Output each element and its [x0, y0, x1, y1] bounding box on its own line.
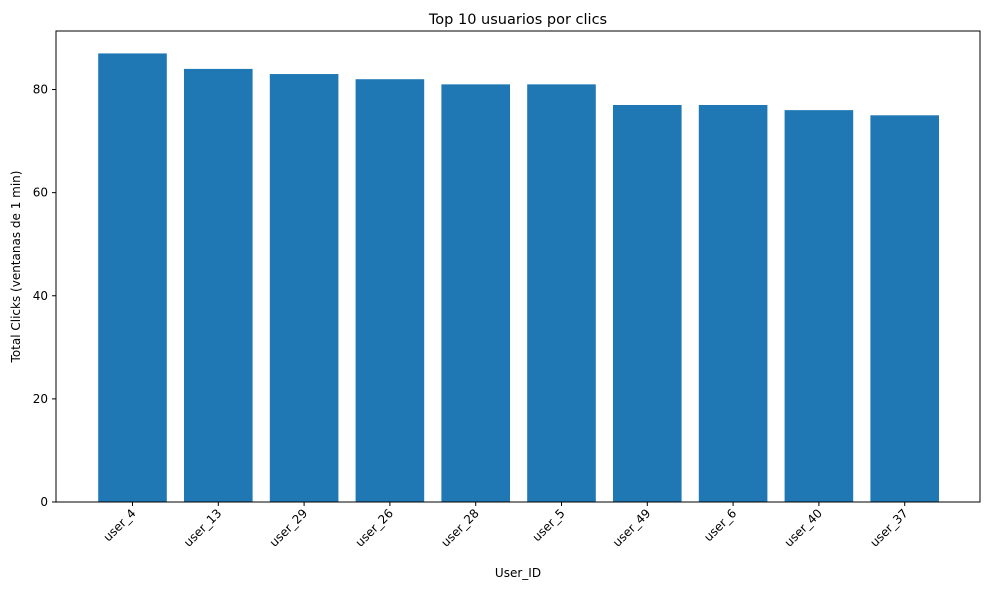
bar-user_6	[698, 104, 768, 503]
x-tick-label: user_4	[101, 506, 139, 544]
bars-group	[98, 53, 939, 503]
bar-user_29	[269, 74, 339, 503]
chart-title: Top 10 usuarios por clics	[428, 12, 607, 28]
x-axis-label: User_ID	[495, 566, 541, 580]
bar-user_13	[184, 68, 253, 503]
bar-user_4	[98, 53, 167, 503]
x-tick-label: user_28	[438, 506, 481, 549]
plot-frame	[55, 30, 981, 503]
x-tick-label: user_6	[701, 506, 739, 544]
x-axis: user_4 user_13 user_29 user_26 user_28 user_5…	[101, 502, 911, 550]
x-tick-label: user_37	[867, 506, 910, 549]
y-axis-label: Total Clicks (ventanas de 1 min)	[9, 171, 23, 364]
y-tick-label: 80	[33, 83, 48, 97]
bar-user_28	[441, 84, 510, 503]
y-tick-label: 20	[33, 392, 48, 406]
x-tick-label: user_49	[610, 506, 653, 549]
x-tick-label: user_13	[181, 506, 224, 549]
x-tick-label: user_40	[782, 506, 825, 549]
bar-user_49	[613, 104, 682, 503]
x-tick-label: user_26	[353, 506, 396, 549]
bar-user_26	[355, 79, 425, 503]
y-axis: 0 20 40 60 80	[33, 83, 56, 509]
bar-user_37	[870, 115, 939, 503]
x-tick-label: user_29	[267, 506, 310, 549]
x-tick-label: user_5	[530, 506, 568, 544]
y-tick-label: 0	[40, 495, 48, 509]
y-tick-label: 40	[33, 289, 48, 303]
bar-user_40	[784, 110, 854, 502]
y-tick-label: 60	[33, 186, 48, 200]
bar-user_5	[527, 84, 596, 503]
